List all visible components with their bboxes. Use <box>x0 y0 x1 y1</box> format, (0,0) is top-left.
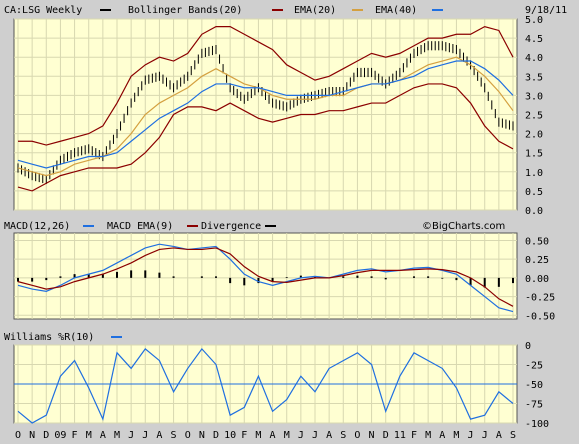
x-tick-label: S <box>340 430 346 441</box>
legend-label-macd: MACD(12,26) <box>4 221 70 232</box>
bollinger-lower-line <box>17 83 514 192</box>
y-tick-label: 0.25 <box>525 255 549 266</box>
legend-label-divergence: Divergence <box>201 221 261 232</box>
x-tick-label: O <box>354 430 360 441</box>
legend-label-macd-ema: MACD EMA(9) <box>107 221 173 232</box>
y-tick-label: 0 <box>525 341 531 352</box>
x-tick-label: A <box>270 430 276 441</box>
y-tick-label: 0.50 <box>525 236 549 247</box>
y-tick-label: 1.5 <box>525 149 543 160</box>
x-tick-label: O <box>185 430 191 441</box>
x-tick-label: D <box>383 430 389 441</box>
macd-legend: MACD(12,26) MACD EMA(9) Divergence ©BigC… <box>4 221 505 232</box>
x-tick-label: M <box>284 430 290 441</box>
williams-series <box>14 347 517 424</box>
x-tick-label: F <box>241 430 247 441</box>
x-tick-label: F <box>72 430 78 441</box>
x-tick-label: M <box>86 430 92 441</box>
x-tick-label: M <box>425 430 431 441</box>
macd-ema-line <box>17 247 514 307</box>
y-tick-label: 0.00 <box>525 274 549 285</box>
y-tick-label: 1.0 <box>525 168 543 179</box>
y-tick-label: -75 <box>525 400 543 411</box>
y-tick-label: -100 <box>525 419 549 430</box>
legend-label-price: CA:LSG Weekly <box>4 5 82 16</box>
y-tick-label: 2.5 <box>525 111 543 122</box>
x-tick-label: A <box>439 430 445 441</box>
ema40-line <box>17 60 514 169</box>
x-tick-label: 09 <box>54 430 66 441</box>
williams-line <box>17 347 514 424</box>
macd-y-axis: 0.50 0.25 0.00 -0.25 -0.50 <box>525 236 555 322</box>
y-tick-label: 4.5 <box>525 34 543 45</box>
y-tick-label: 2.0 <box>525 130 543 141</box>
x-tick-label: O <box>15 430 21 441</box>
x-tick-label: D <box>43 430 49 441</box>
legend-label-williams: Williams %R(10) <box>4 332 94 343</box>
price-grid <box>14 18 517 211</box>
x-tick-label: J <box>298 430 304 441</box>
x-tick-label: N <box>369 430 375 441</box>
legend-label-bollinger: Bollinger Bands(20) <box>128 5 242 16</box>
williams-y-axis: 0 -25 -50 -75 -100 <box>525 341 549 430</box>
bollinger-upper-line <box>18 25 514 146</box>
y-tick-label: 0.5 <box>525 187 543 198</box>
x-tick-label: M <box>255 430 261 441</box>
macd-line <box>17 243 514 313</box>
x-tick-label: M <box>453 430 459 441</box>
y-tick-label: -25 <box>525 361 543 372</box>
williams-legend: Williams %R(10) <box>4 332 122 343</box>
price-legend: CA:LSG Weekly Bollinger Bands(20) EMA(20… <box>4 5 567 16</box>
x-tick-label: F <box>411 430 417 441</box>
x-tick-label: S <box>510 430 516 441</box>
x-tick-label: A <box>156 430 162 441</box>
x-tick-label: J <box>468 430 474 441</box>
price-y-axis: 0.0 0.5 1.0 1.5 2.0 2.5 3.0 3.5 4.0 4.5 5.0 <box>525 15 543 217</box>
y-tick-label: 3.5 <box>525 72 543 83</box>
date-stamp: 9/18/11 <box>525 5 567 16</box>
x-tick-label: M <box>114 430 120 441</box>
y-tick-label: 0.0 <box>525 206 543 217</box>
x-tick-label: 11 <box>394 430 406 441</box>
legend-label-ema20: EMA(20) <box>294 5 336 16</box>
y-tick-label: -0.50 <box>525 311 555 322</box>
x-tick-label: N <box>199 430 205 441</box>
x-tick-label: J <box>128 430 134 441</box>
watermark: ©BigCharts.com <box>422 221 505 232</box>
x-tick-label: J <box>142 430 148 441</box>
x-tick-label: D <box>213 430 219 441</box>
x-tick-label: J <box>482 430 488 441</box>
x-tick-label: S <box>171 430 177 441</box>
price-series <box>17 25 514 192</box>
y-tick-label: 3.0 <box>525 91 543 102</box>
x-tick-label: A <box>496 430 502 441</box>
y-tick-label: -0.25 <box>525 293 555 304</box>
macd-series <box>17 243 514 313</box>
legend-label-ema40: EMA(40) <box>375 5 417 16</box>
y-tick-label: 5.0 <box>525 15 543 26</box>
x-tick-label: N <box>29 430 35 441</box>
x-tick-label: J <box>312 430 318 441</box>
ema20-line <box>17 56 514 177</box>
x-axis: O N D 09 F M A M J J A S O N D 10 F M A M J J A S O N D 11 F M A M J J A S <box>15 430 516 441</box>
x-tick-label: A <box>100 430 106 441</box>
x-tick-label: A <box>326 430 332 441</box>
y-tick-label: 4.0 <box>525 53 543 64</box>
x-tick-label: 10 <box>224 430 236 441</box>
y-tick-label: -50 <box>525 380 543 391</box>
